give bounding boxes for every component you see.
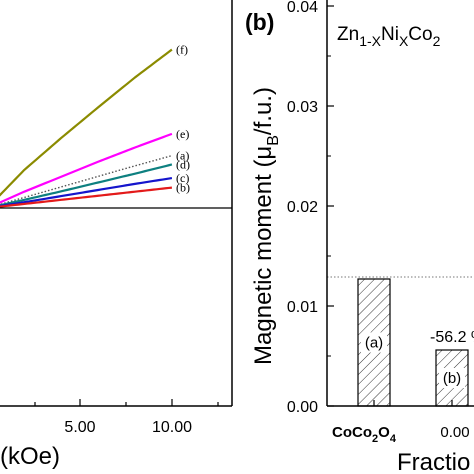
- panel-b-x-axis-title: Fractio: [397, 449, 470, 474]
- y-axis-title-tail: /f.u.): [250, 87, 277, 135]
- formula-ni: Ni: [381, 24, 399, 45]
- x-tick-label-10: 10.00: [152, 419, 192, 436]
- formula-zn: Zn: [337, 24, 359, 45]
- panel-b-ticks: [327, 5, 453, 407]
- panel-b-y-axis-title: Magnetic moment (μB/f.u.): [250, 87, 282, 365]
- bar-label-background: [439, 368, 465, 388]
- bar-label-b: (b): [443, 370, 461, 387]
- category-label-000: 0.00: [440, 424, 469, 441]
- category-sub-4: 4: [390, 433, 397, 445]
- curve-d: [0, 163, 173, 207]
- y-tick-label: 0.03: [287, 99, 318, 116]
- panel-b-bars: (a) (b) -56.2 %: [357, 278, 474, 407]
- category-label-coco2o4: CoCo2O4: [332, 424, 397, 445]
- panel-a-x-axis-title: (kOe): [0, 443, 60, 470]
- curve-c: [0, 176, 173, 208]
- y-axis-title-sub: B: [265, 135, 282, 146]
- panel-b-y-tick-labels: 0.00 0.01 0.02 0.03 0.04: [287, 0, 318, 416]
- panel-a-curve-labels: (f) (e) (a)(d)(c)(b): [176, 43, 190, 195]
- panel-b-tag: (b): [245, 9, 274, 35]
- formula-sub-2: 2: [433, 33, 441, 49]
- panel-a-curves: [0, 48, 173, 208]
- panel-a: (f) (e) (a)(d)(c)(b) 5.00 10.00 (kOe): [0, 0, 233, 470]
- x-tick-label-5: 5.00: [64, 419, 95, 436]
- panel-a-ticks: [34, 399, 219, 406]
- bar-label-a: (a): [365, 335, 383, 352]
- curve-label-d: (d): [176, 157, 190, 171]
- y-tick-label: 0.04: [287, 0, 318, 16]
- percent-change-annotation: -56.2 %: [430, 329, 474, 346]
- category-sub-2: 2: [372, 433, 378, 445]
- y-axis-title-main: Magnetic moment (: [250, 160, 277, 365]
- category-o: O: [378, 424, 390, 441]
- formula-co: Co: [408, 24, 432, 45]
- curve-b: [0, 186, 173, 208]
- curve-f: [0, 48, 173, 197]
- y-axis-title-mu: μ: [250, 146, 277, 160]
- curve-label-b: (b): [176, 181, 190, 195]
- category-coco: CoCo: [332, 424, 372, 441]
- formula-sub-x: X: [399, 33, 409, 49]
- composition-formula: Zn1-XNiXCo2: [337, 24, 441, 49]
- curve-label-c: (c): [176, 171, 189, 185]
- y-tick-label: 0.02: [287, 199, 318, 216]
- formula-sub-1x: 1-X: [359, 33, 381, 49]
- curve-a: [0, 154, 173, 206]
- curve-label-a: (a): [176, 149, 189, 163]
- bar-label-background: [361, 332, 387, 353]
- y-tick-label: 0.01: [287, 299, 318, 316]
- curve-e: [0, 132, 173, 204]
- curve-label-e: (e): [176, 127, 189, 141]
- curve-label-f: (f): [176, 43, 188, 57]
- y-tick-label: 0.00: [287, 399, 318, 416]
- panel-b: (b) 0.00 0.01 0.02 0.03 0.04 Magnetic moment…: [245, 0, 474, 474]
